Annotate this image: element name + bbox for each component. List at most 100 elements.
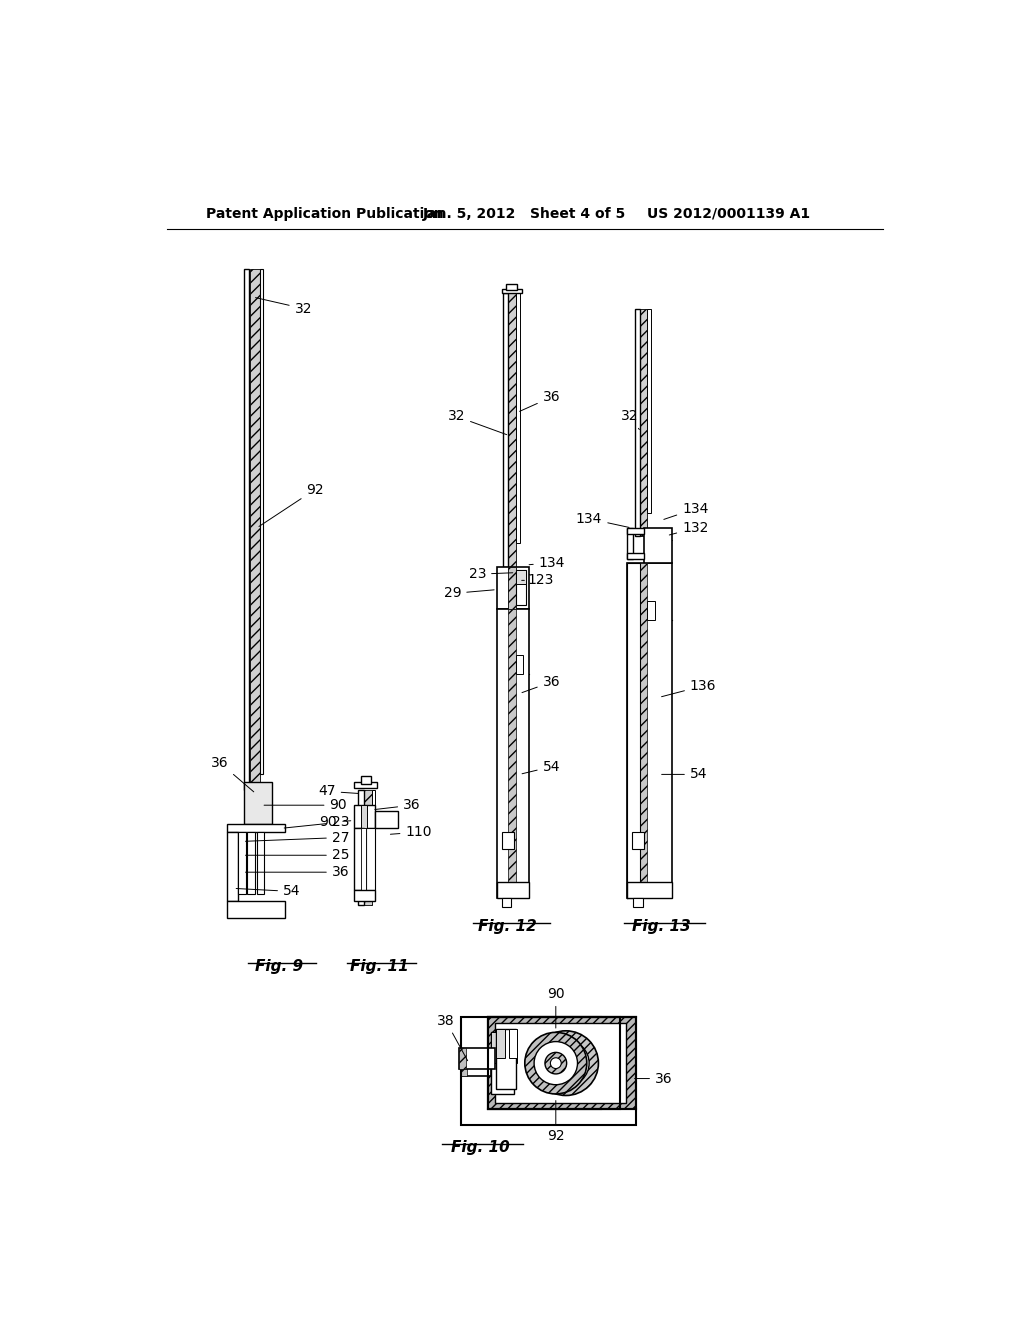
Bar	[496, 1028, 515, 1089]
Text: 90: 90	[547, 987, 564, 1028]
Text: Fig. 13: Fig. 13	[632, 919, 690, 935]
Circle shape	[560, 1057, 572, 1069]
Text: 92: 92	[259, 483, 324, 527]
Bar	[245, 268, 249, 789]
Bar	[461, 1016, 636, 1125]
Text: 29: 29	[443, 586, 495, 601]
Text: Fig. 11: Fig. 11	[350, 960, 410, 974]
Text: 36: 36	[246, 865, 349, 879]
Bar	[508, 293, 515, 566]
Bar	[509, 1028, 517, 1057]
Bar	[366, 829, 375, 890]
Bar	[495, 1023, 627, 1104]
Bar	[353, 829, 365, 890]
Text: 32: 32	[621, 409, 639, 429]
Circle shape	[545, 1052, 566, 1074]
Bar	[375, 812, 398, 829]
Bar	[260, 268, 263, 775]
Text: 36: 36	[519, 391, 560, 412]
Text: 23: 23	[469, 568, 513, 581]
Text: 134: 134	[664, 502, 709, 519]
Circle shape	[543, 1040, 589, 1086]
Text: 36: 36	[375, 799, 421, 812]
Bar	[227, 832, 238, 902]
Text: 54: 54	[522, 760, 560, 774]
Text: 47: 47	[318, 784, 358, 799]
Bar	[353, 781, 377, 788]
Bar	[365, 789, 372, 906]
Bar	[515, 570, 526, 605]
Text: 54: 54	[662, 767, 708, 781]
Bar	[644, 528, 672, 562]
Text: 132: 132	[670, 521, 709, 535]
Bar	[238, 832, 246, 894]
Bar	[627, 528, 644, 535]
Text: 134: 134	[575, 512, 629, 528]
Text: US 2012/0001139 A1: US 2012/0001139 A1	[647, 207, 810, 220]
Bar	[502, 832, 514, 849]
Bar	[245, 781, 272, 825]
Text: Fig. 12: Fig. 12	[478, 919, 538, 935]
Bar	[515, 293, 520, 544]
Bar	[502, 898, 511, 907]
Bar	[502, 289, 521, 293]
Text: 27: 27	[246, 830, 349, 845]
Bar	[361, 829, 366, 890]
Circle shape	[535, 1041, 578, 1085]
Bar	[506, 284, 517, 290]
Bar	[488, 1016, 621, 1109]
Bar	[497, 566, 529, 609]
Text: 136: 136	[662, 678, 717, 697]
Bar	[497, 882, 529, 898]
Text: 90: 90	[264, 799, 347, 812]
Text: 54: 54	[237, 884, 300, 899]
Text: 90: 90	[319, 816, 351, 829]
Bar	[353, 890, 375, 902]
Text: Fig. 10: Fig. 10	[452, 1140, 510, 1155]
Bar	[461, 1052, 490, 1076]
Text: 36: 36	[211, 756, 254, 792]
Bar	[506, 1032, 517, 1063]
Text: Patent Application Publication: Patent Application Publication	[206, 207, 443, 220]
Bar	[633, 898, 643, 907]
Text: Jan. 5, 2012   Sheet 4 of 5: Jan. 5, 2012 Sheet 4 of 5	[423, 207, 626, 220]
Bar	[361, 776, 371, 784]
Text: 110: 110	[390, 825, 432, 840]
Bar	[647, 601, 655, 620]
Bar	[647, 309, 651, 512]
Bar	[488, 1016, 636, 1109]
Bar	[361, 805, 368, 829]
Bar	[461, 1052, 467, 1076]
Text: 23: 23	[285, 816, 349, 829]
Bar	[227, 825, 286, 832]
Bar	[490, 1032, 502, 1063]
Bar	[496, 1028, 506, 1057]
Bar	[372, 789, 375, 898]
Circle shape	[554, 1051, 579, 1076]
Bar	[627, 562, 672, 898]
Text: 36: 36	[635, 1072, 673, 1085]
Text: 25: 25	[246, 849, 349, 862]
Bar	[640, 309, 647, 536]
Text: 32: 32	[447, 409, 507, 434]
Bar	[632, 832, 644, 849]
Bar	[508, 566, 515, 609]
Bar	[627, 882, 672, 898]
Bar	[627, 553, 644, 558]
Bar	[257, 832, 264, 894]
Bar	[353, 805, 375, 829]
Bar	[227, 902, 286, 919]
Bar	[627, 562, 640, 898]
Bar	[490, 1032, 514, 1094]
Bar	[627, 528, 633, 558]
Text: 38: 38	[437, 1014, 468, 1061]
Bar	[635, 309, 640, 536]
Bar	[497, 609, 529, 898]
Text: 92: 92	[547, 1101, 564, 1143]
Bar	[515, 655, 523, 675]
Bar	[488, 1016, 601, 1109]
Bar	[508, 609, 515, 898]
Bar	[251, 268, 260, 789]
Bar	[640, 562, 647, 898]
Bar	[248, 832, 255, 894]
